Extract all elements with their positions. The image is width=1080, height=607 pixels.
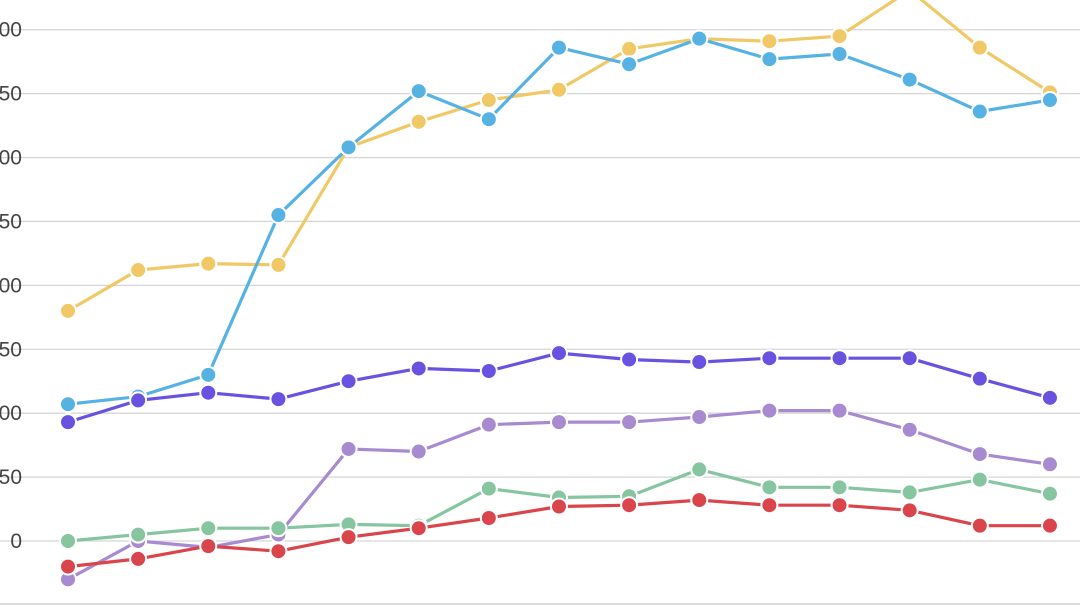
data-point[interactable] — [339, 439, 358, 458]
data-point[interactable] — [129, 549, 148, 568]
data-point[interactable] — [479, 110, 498, 129]
data-point[interactable] — [830, 45, 849, 64]
data-point[interactable] — [409, 359, 428, 378]
data-point[interactable] — [900, 420, 919, 439]
data-point[interactable] — [970, 516, 989, 535]
data-point[interactable] — [269, 206, 288, 225]
data-point[interactable] — [900, 501, 919, 520]
data-point[interactable] — [269, 542, 288, 561]
series-2 — [59, 29, 1059, 414]
data-point[interactable] — [269, 519, 288, 538]
data-point[interactable] — [830, 478, 849, 497]
data-point[interactable] — [409, 442, 428, 461]
series-6 — [59, 491, 1059, 576]
data-point[interactable] — [549, 413, 568, 432]
data-point[interactable] — [830, 349, 849, 368]
data-point[interactable] — [760, 478, 779, 497]
data-point[interactable] — [129, 391, 148, 410]
y-tick-label: 350 — [0, 83, 22, 106]
data-point[interactable] — [760, 50, 779, 69]
data-point[interactable] — [479, 415, 498, 434]
data-point[interactable] — [129, 525, 148, 544]
data-point[interactable] — [269, 255, 288, 274]
data-point[interactable] — [900, 349, 919, 368]
series-3 — [59, 344, 1059, 432]
data-point[interactable] — [970, 470, 989, 489]
data-point[interactable] — [1040, 484, 1059, 503]
data-point[interactable] — [59, 557, 77, 576]
data-point[interactable] — [760, 496, 779, 515]
y-axis-tick-labels: 050100150200250300350400450500550 — [0, 19, 22, 553]
y-tick-label: 0 — [10, 530, 22, 553]
data-point[interactable] — [760, 349, 779, 368]
data-point[interactable] — [690, 408, 709, 427]
series-group — [59, 0, 1059, 589]
data-point[interactable] — [269, 390, 288, 409]
data-point[interactable] — [479, 361, 498, 380]
data-point[interactable] — [59, 413, 77, 432]
y-tick-label: 250 — [0, 210, 22, 233]
data-point[interactable] — [199, 365, 218, 384]
data-point[interactable] — [900, 70, 919, 89]
data-point[interactable] — [479, 508, 498, 527]
data-point[interactable] — [199, 519, 218, 538]
data-point[interactable] — [199, 537, 218, 556]
data-point[interactable] — [830, 27, 849, 46]
data-point[interactable] — [339, 528, 358, 547]
data-point[interactable] — [59, 532, 77, 550]
data-point[interactable] — [549, 497, 568, 516]
data-point[interactable] — [549, 38, 568, 57]
data-point[interactable] — [830, 496, 849, 515]
data-point[interactable] — [339, 372, 358, 391]
data-point[interactable] — [129, 261, 148, 280]
data-point[interactable] — [199, 383, 218, 402]
data-point[interactable] — [1040, 91, 1059, 110]
data-point[interactable] — [620, 350, 639, 369]
y-tick-label: 50 — [0, 466, 22, 489]
data-point[interactable] — [620, 496, 639, 515]
y-tick-label: 400 — [0, 19, 22, 42]
data-point[interactable] — [690, 29, 709, 48]
data-point[interactable] — [479, 479, 498, 498]
data-point[interactable] — [479, 91, 498, 110]
data-point[interactable] — [760, 32, 779, 51]
y-tick-label: 150 — [0, 338, 22, 361]
data-point[interactable] — [1040, 455, 1059, 474]
data-point[interactable] — [970, 445, 989, 464]
data-point[interactable] — [549, 344, 568, 363]
data-point[interactable] — [970, 38, 989, 57]
data-point[interactable] — [199, 254, 218, 273]
data-point[interactable] — [409, 112, 428, 131]
data-point[interactable] — [409, 82, 428, 101]
data-point[interactable] — [59, 301, 77, 320]
data-point[interactable] — [549, 80, 568, 99]
data-point[interactable] — [690, 491, 709, 510]
data-point[interactable] — [1040, 388, 1059, 407]
y-tick-label: 300 — [0, 147, 22, 170]
data-point[interactable] — [339, 138, 358, 157]
data-point[interactable] — [830, 401, 849, 420]
y-tick-label: 100 — [0, 402, 22, 425]
data-point[interactable] — [59, 395, 77, 414]
data-point[interactable] — [620, 39, 639, 58]
data-point[interactable] — [620, 413, 639, 432]
data-point[interactable] — [690, 460, 709, 479]
data-point[interactable] — [900, 483, 919, 502]
data-point[interactable] — [620, 55, 639, 74]
data-point[interactable] — [1040, 516, 1059, 535]
data-point[interactable] — [409, 519, 428, 538]
data-point[interactable] — [970, 369, 989, 388]
data-point[interactable] — [970, 102, 989, 121]
data-point[interactable] — [690, 353, 709, 372]
y-tick-label: 200 — [0, 274, 22, 297]
data-point[interactable] — [760, 401, 779, 420]
